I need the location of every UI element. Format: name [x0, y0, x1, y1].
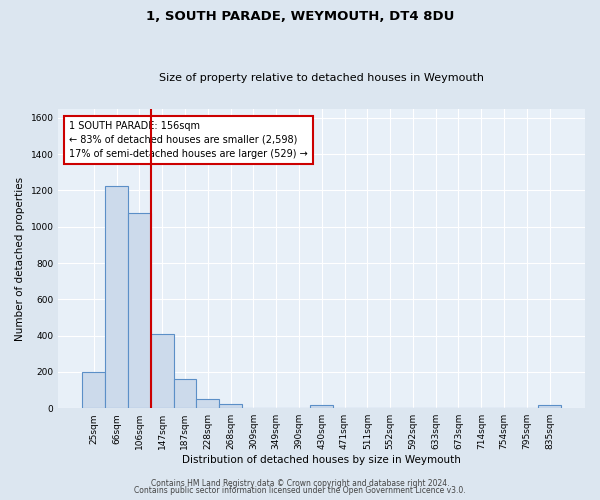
Y-axis label: Number of detached properties: Number of detached properties [15, 176, 25, 340]
Bar [196, 399, 219, 408]
Text: 1 SOUTH PARADE: 156sqm
← 83% of detached houses are smaller (2,598)
17% of semi-: 1 SOUTH PARADE: 156sqm ← 83% of detached… [69, 121, 308, 159]
Bar [82, 372, 105, 408]
Bar [219, 404, 242, 408]
Bar [128, 213, 151, 408]
Bar [173, 379, 196, 408]
Text: Contains HM Land Registry data © Crown copyright and database right 2024.: Contains HM Land Registry data © Crown c… [151, 478, 449, 488]
Text: Contains public sector information licensed under the Open Government Licence v3: Contains public sector information licen… [134, 486, 466, 495]
Bar [105, 186, 128, 408]
Text: 1, SOUTH PARADE, WEYMOUTH, DT4 8DU: 1, SOUTH PARADE, WEYMOUTH, DT4 8DU [146, 10, 454, 23]
X-axis label: Distribution of detached houses by size in Weymouth: Distribution of detached houses by size … [182, 455, 461, 465]
Bar [310, 406, 333, 408]
Title: Size of property relative to detached houses in Weymouth: Size of property relative to detached ho… [159, 73, 484, 83]
Bar [151, 334, 173, 408]
Bar [538, 406, 561, 408]
